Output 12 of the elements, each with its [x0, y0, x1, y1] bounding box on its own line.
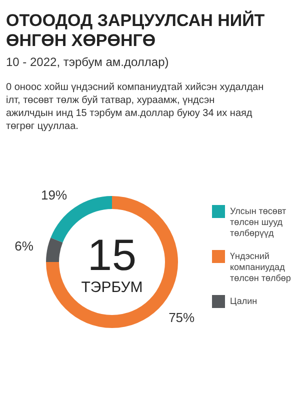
data-label: 6%	[14, 238, 34, 254]
data-label: 19%	[41, 187, 68, 202]
chart-title: ОТООДОД ЗАРЦУУЛСАН НИЙТ ӨНГӨН ХӨРӨНГӨ	[6, 10, 266, 50]
chart-subtitle: 10 - 2022, тэрбум ам.доллар)	[6, 55, 169, 69]
legend-label: Үндэсний компаниудад төлсөн төлбөр	[230, 251, 291, 283]
text: 15	[88, 231, 136, 280]
text: 0 оноос хойш үндэсний компаниудтай хийсэн худалдан ілт, төсөвт төлж буй татвар, хураамж, үндсэн ажилчдын инд 15 тэрбум ам.доллар буюу 34 их наяд төгрөг цууллаа.	[6, 82, 264, 132]
donut-slice	[46, 238, 63, 262]
legend-label: Улсын төсөвт төлсөн шууд төлбөрүүд	[230, 206, 286, 238]
legend-label: Цалин	[230, 296, 258, 306]
data-label: 75%	[168, 310, 196, 326]
text: ТЭРБУМ	[81, 279, 143, 296]
